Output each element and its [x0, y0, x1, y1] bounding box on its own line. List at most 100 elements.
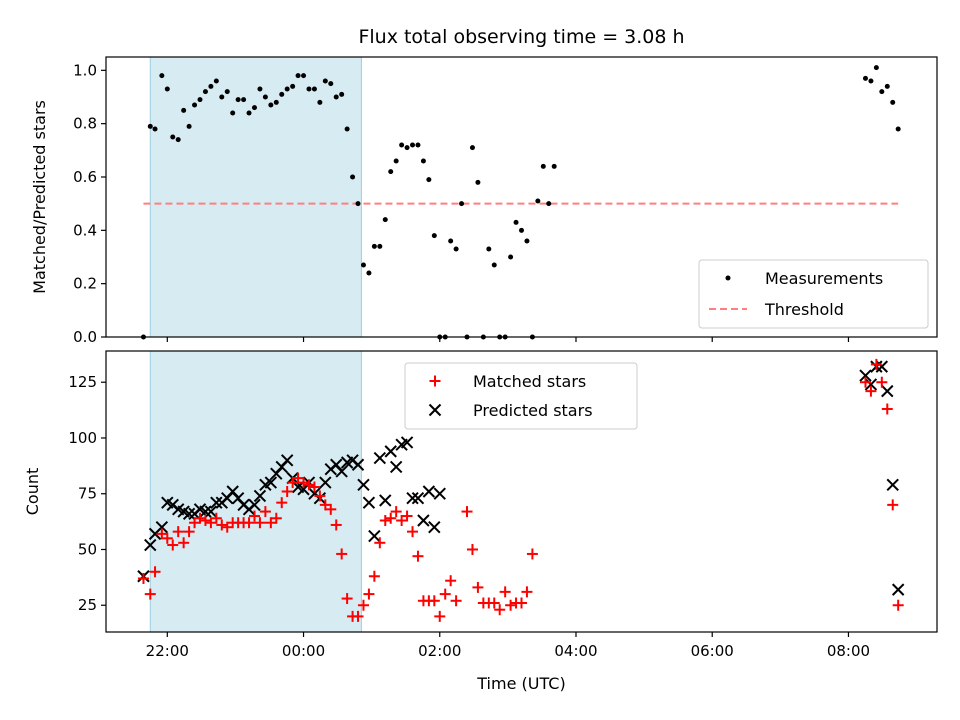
- measurement-point: [284, 86, 290, 92]
- measurement-point: [355, 201, 361, 207]
- matched-point: [505, 599, 517, 611]
- predicted-point: [204, 505, 218, 518]
- measurement-point: [317, 99, 323, 105]
- matched-point: [450, 595, 462, 607]
- matched-point: [461, 506, 473, 518]
- measurement-point: [279, 91, 285, 97]
- predicted-point: [428, 520, 441, 534]
- legend-matched-label: Matched stars: [473, 372, 586, 391]
- measurement-point: [404, 145, 410, 151]
- measurement-point: [147, 123, 153, 129]
- matched-point: [472, 581, 484, 593]
- measurement-point: [393, 158, 399, 164]
- measurement-point: [448, 238, 454, 244]
- measurement-point: [420, 158, 426, 164]
- predicted-point: [155, 520, 169, 534]
- ratio-panel: 0.0 0.2 0.4 0.6 0.8 1.0 Flux total observing …: [30, 26, 938, 346]
- chart-title: Flux total observing time = 3.08 h: [358, 26, 684, 48]
- measurement-point: [459, 201, 465, 207]
- matched-point: [499, 586, 511, 598]
- measurement-point: [486, 246, 492, 252]
- x-axis-label: Time (UTC): [476, 674, 565, 693]
- legend-predicted-label: Predicted stars: [473, 401, 593, 420]
- measurement-point: [306, 86, 312, 92]
- matched-point: [368, 570, 380, 582]
- matched-point: [216, 519, 228, 531]
- measurement-point: [453, 246, 459, 252]
- measurement-point: [868, 78, 874, 84]
- measurement-point: [262, 94, 268, 100]
- matched-point: [870, 358, 882, 370]
- matched-point: [516, 597, 527, 609]
- predicted-point: [248, 498, 261, 512]
- measurement-point: [551, 163, 557, 169]
- predicted-point: [875, 360, 889, 373]
- measurement-point: [371, 243, 377, 249]
- legend-measurements-label: Measurements: [765, 269, 883, 288]
- matched-point: [161, 532, 173, 544]
- measurement-point: [862, 75, 868, 81]
- ratio-legend: Measurements Threshold: [698, 259, 929, 329]
- ratio-y-ticks: 0.0 0.2 0.4 0.6 0.8 1.0: [73, 61, 106, 346]
- measurement-point: [197, 97, 203, 103]
- predicted-point: [891, 583, 905, 596]
- matched-point: [149, 566, 161, 578]
- predicted-point: [210, 496, 223, 509]
- measurement-point: [360, 262, 366, 268]
- measurement-point: [251, 105, 257, 111]
- x-tick-label: 06:00: [691, 642, 734, 660]
- count-y-tick-label: 100: [68, 429, 97, 447]
- matched-point: [488, 597, 500, 609]
- ratio-y-axis-label: Matched/Predicted stars: [30, 100, 49, 294]
- legend-measurements-marker: [725, 275, 731, 281]
- predicted-point: [886, 478, 899, 492]
- matched-point: [887, 499, 899, 511]
- matched-point: [194, 512, 206, 524]
- matched-point: [167, 539, 179, 551]
- measurement-point: [333, 94, 339, 100]
- matched-point: [428, 595, 440, 607]
- measurement-point: [535, 198, 541, 204]
- ratio-y-tick-label: 0.0: [73, 328, 97, 346]
- measurement-point: [513, 219, 519, 225]
- matched-point: [276, 497, 288, 509]
- predicted-point: [319, 476, 332, 489]
- measurement-point: [426, 177, 432, 183]
- matched-point: [352, 610, 364, 622]
- count-y-tick-label: 125: [68, 373, 97, 391]
- matched-point: [341, 593, 353, 605]
- count-legend: Matched stars Predicted stars: [404, 362, 638, 430]
- count-y-ticks: 25 50 75 100 125: [68, 373, 106, 614]
- x-tick-label: 04:00: [554, 642, 597, 660]
- measurement-point: [339, 91, 345, 97]
- matched-point: [243, 517, 255, 529]
- measurement-point: [519, 227, 524, 233]
- matched-point: [183, 526, 195, 538]
- measurement-point: [164, 86, 170, 92]
- predicted-point: [335, 465, 348, 478]
- threshold-line-group: [143, 57, 899, 337]
- matched-point: [466, 543, 478, 555]
- predicted-point: [881, 384, 894, 398]
- measurement-point: [241, 97, 247, 103]
- measurement-point: [431, 233, 437, 239]
- measurement-point: [890, 99, 896, 105]
- ratio-y-tick-label: 0.6: [73, 168, 97, 186]
- ratio-y-tick-label: 0.4: [73, 221, 97, 239]
- measurement-point: [491, 262, 497, 268]
- count-y-tick-label: 75: [78, 485, 97, 503]
- measurement-point: [546, 201, 552, 207]
- matched-point: [259, 506, 271, 518]
- matched-point: [144, 588, 156, 600]
- ratio-panel-frame: [105, 56, 938, 338]
- matched-point: [865, 385, 877, 397]
- measurement-point: [322, 78, 328, 84]
- measurement-point: [268, 102, 274, 108]
- matched-point: [434, 610, 446, 622]
- predicted-point: [264, 476, 278, 489]
- ratio-y-tick-label: 1.0: [73, 61, 97, 79]
- count-x-ticks: 22:00 00:00 02:00 04:00 06:00 08:00: [146, 632, 870, 660]
- measurement-point: [879, 89, 885, 95]
- matched-point: [357, 599, 369, 611]
- measurement-point: [186, 123, 192, 129]
